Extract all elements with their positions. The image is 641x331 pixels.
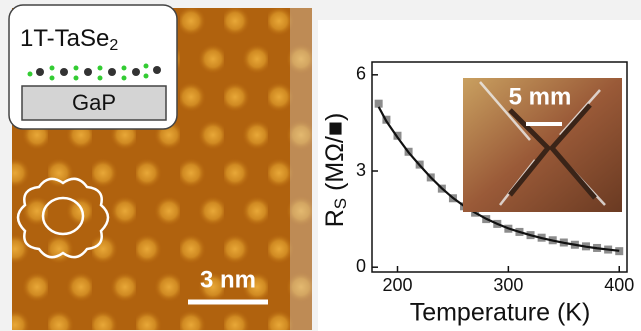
x-axis-label: Temperature (K) [410, 299, 591, 327]
sample-label: 1T-TaSe2 [20, 25, 118, 54]
y-axis-label: RS (MΩ/■) [321, 113, 351, 228]
y-tick-label: 3 [356, 160, 366, 180]
fit-line [377, 106, 620, 252]
x-tick-label: 300 [493, 275, 523, 295]
x-tick-label: 200 [382, 275, 412, 295]
stm-edge [290, 8, 312, 330]
photo-gap [508, 103, 597, 200]
substrate-label: GaP [72, 90, 116, 115]
y-tick-label: 0 [356, 256, 366, 276]
scale-bar-label: 3 nm [200, 266, 256, 293]
hexagon-outline [16, 177, 110, 259]
y-tick-label: 6 [356, 64, 366, 84]
y-label-unit: (MΩ/■) [321, 113, 349, 198]
x-tick-label: 400 [604, 275, 634, 295]
data-point [374, 99, 383, 108]
photo-scale-label: 5 mm [509, 83, 572, 110]
y-label-subscript: S [331, 198, 350, 209]
data-point [615, 247, 624, 256]
center-outline [41, 196, 85, 236]
y-label-symbol: R [321, 209, 349, 227]
plot-frame [371, 61, 628, 273]
sample-name: 1T-TaSe [20, 25, 109, 52]
sample-subscript: 2 [109, 37, 118, 54]
substrate-box [21, 85, 167, 121]
atoms [27, 63, 161, 81]
